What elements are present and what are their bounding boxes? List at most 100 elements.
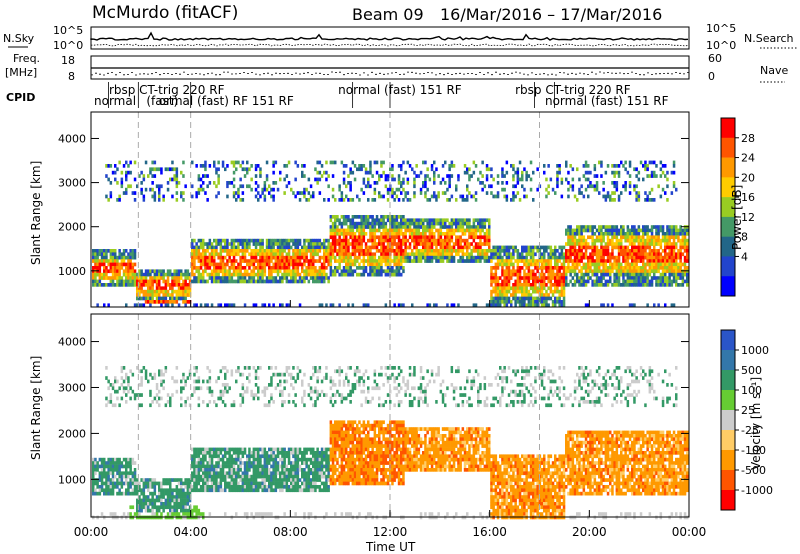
heat-cell bbox=[637, 177, 641, 182]
heat-cell bbox=[144, 289, 148, 294]
heat-cell bbox=[457, 245, 460, 250]
heat-cell bbox=[180, 293, 183, 297]
heat-cell bbox=[338, 255, 341, 260]
heat-cell bbox=[523, 255, 526, 260]
heat-cell bbox=[373, 221, 377, 226]
heat-cell bbox=[406, 255, 410, 260]
heat-cell bbox=[459, 245, 462, 250]
heat-cell bbox=[362, 259, 366, 263]
heat-cell bbox=[243, 279, 247, 284]
heat-cell bbox=[624, 245, 627, 250]
heat-cell bbox=[501, 269, 504, 274]
heat-cell bbox=[103, 481, 106, 486]
heat-cell bbox=[248, 245, 251, 250]
heat-cell bbox=[105, 464, 108, 469]
heat-cell bbox=[367, 218, 370, 223]
heat-cell bbox=[538, 279, 542, 284]
heat-cell bbox=[450, 255, 454, 260]
heat-cell bbox=[243, 167, 247, 172]
heat-cell bbox=[622, 272, 625, 277]
heat-cell bbox=[505, 170, 509, 175]
heat-cell bbox=[169, 400, 172, 404]
heat-cell bbox=[177, 283, 181, 287]
heat-cell bbox=[644, 262, 647, 267]
heat-cell bbox=[529, 259, 533, 263]
heat-cell bbox=[631, 283, 634, 287]
heat-cell bbox=[144, 293, 148, 297]
heat-cell bbox=[226, 249, 229, 253]
heat-cell bbox=[230, 303, 234, 308]
heat-cell bbox=[505, 262, 509, 267]
heat-cell bbox=[177, 181, 181, 185]
heat-cell bbox=[114, 266, 117, 270]
heat-cell bbox=[611, 225, 614, 229]
heat-cell bbox=[626, 238, 630, 243]
heat-cell bbox=[369, 228, 372, 233]
heat-cell bbox=[314, 252, 317, 257]
heat-cell bbox=[444, 181, 447, 185]
heat-cell bbox=[131, 474, 135, 479]
heat-cell bbox=[164, 498, 168, 503]
heat-cell bbox=[252, 269, 256, 274]
heat-cell bbox=[149, 296, 152, 301]
heat-cell bbox=[666, 255, 669, 260]
heat-cell bbox=[514, 269, 517, 274]
heat-cell bbox=[543, 252, 546, 257]
heat-cell bbox=[195, 249, 198, 253]
heat-cell bbox=[615, 187, 619, 192]
heat-cell bbox=[259, 276, 262, 280]
heat-cell bbox=[600, 272, 603, 277]
heat-cell bbox=[600, 160, 603, 165]
heat-cell bbox=[351, 272, 355, 277]
heat-cell bbox=[512, 262, 515, 267]
heat-cell bbox=[611, 228, 614, 233]
heat-cell bbox=[558, 303, 561, 308]
heat-cell bbox=[397, 272, 401, 277]
heat-cell bbox=[576, 255, 579, 260]
heat-cell bbox=[261, 269, 264, 274]
heat-cell bbox=[318, 238, 322, 243]
heat-cell bbox=[494, 262, 498, 267]
heat-cell bbox=[457, 242, 460, 246]
heat-cell bbox=[158, 276, 161, 280]
heat-cell bbox=[477, 218, 480, 223]
heat-cell bbox=[611, 198, 614, 202]
heat-cell bbox=[573, 262, 577, 267]
heat-cell bbox=[604, 228, 608, 233]
heat-cell bbox=[479, 245, 482, 250]
heat-cell bbox=[545, 276, 548, 280]
heat-cell bbox=[274, 238, 278, 243]
heat-cell bbox=[208, 242, 212, 246]
heat-cell bbox=[169, 505, 172, 510]
heat-cell bbox=[125, 187, 128, 192]
heat-cell bbox=[606, 164, 610, 168]
heat-cell bbox=[653, 303, 656, 308]
heat-cell bbox=[659, 272, 663, 277]
heat-cell bbox=[197, 252, 201, 257]
heat-cell bbox=[615, 269, 619, 274]
heat-cell bbox=[127, 259, 130, 263]
heat-cell bbox=[318, 279, 322, 284]
heat-cell bbox=[107, 468, 110, 472]
heat-cell bbox=[261, 276, 264, 280]
heat-cell bbox=[158, 396, 161, 401]
heat-cell bbox=[250, 276, 253, 280]
heat-cell bbox=[327, 242, 330, 246]
heat-cell bbox=[276, 262, 280, 267]
heat-cell bbox=[138, 279, 141, 284]
heat-cell bbox=[556, 279, 559, 284]
heat-cell bbox=[402, 232, 405, 236]
heat-cell bbox=[208, 262, 212, 267]
heat-cell bbox=[466, 242, 469, 246]
heat-cell bbox=[494, 279, 498, 284]
heat-cell bbox=[309, 252, 313, 257]
heat-cell bbox=[281, 262, 284, 267]
heat-cell bbox=[340, 272, 344, 277]
heat-cell bbox=[153, 481, 157, 486]
heat-cell bbox=[514, 194, 517, 199]
heat-cell bbox=[219, 266, 223, 270]
heat-cell bbox=[340, 255, 344, 260]
heat-cell bbox=[166, 400, 170, 404]
heat-cell bbox=[347, 245, 350, 250]
heat-cell bbox=[646, 164, 649, 168]
